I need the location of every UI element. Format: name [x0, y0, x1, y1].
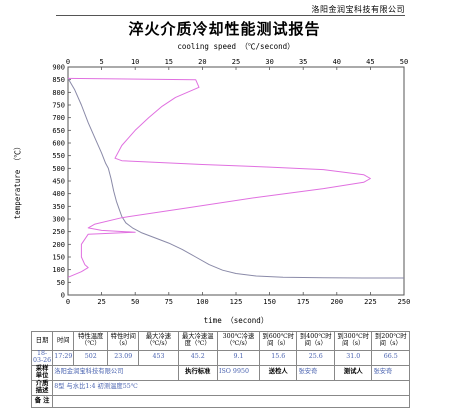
y-tick-label: 350 — [52, 203, 65, 211]
x-tick-label: 225 — [364, 298, 377, 306]
y-tick-label: 150 — [52, 254, 65, 262]
inspector-value: 张安奇 — [296, 364, 335, 381]
y-tick-label: 500 — [52, 165, 65, 173]
table-row: 介质描述 8型 与水比1:4 初测温度55℃ — [30, 379, 410, 396]
report-title: 淬火介质冷却性能测试报告 — [128, 20, 321, 38]
top-tick-label: 45 — [366, 58, 374, 66]
char-temp-header: 特性温度（℃） — [73, 331, 109, 351]
table-row: 18-03-26 17:29 502 23.09 453 45.2 9.1 15… — [30, 350, 410, 366]
to600-header: 到600℃时间（s） — [258, 331, 298, 351]
x-tick-label: 200 — [330, 298, 343, 306]
y-tick-label: 100 — [52, 266, 65, 274]
to200-header: 到200℃时间（s） — [371, 331, 410, 351]
date-header: 日期 — [30, 331, 54, 351]
medium-label: 介质描述 — [30, 379, 54, 396]
top-tick-label: 50 — [400, 58, 408, 66]
medium-value: 8型 与水比1:4 初测温度55℃ — [52, 379, 410, 396]
time-header: 时间 — [52, 331, 75, 351]
x-tick-label: 150 — [263, 298, 276, 306]
remark-value — [52, 394, 410, 408]
y-tick-label: 300 — [52, 216, 65, 224]
y-tick-label: 600 — [52, 140, 65, 148]
top-tick-label: 40 — [333, 58, 341, 66]
x-tick-label: 75 — [165, 298, 173, 306]
table-row: 备 注 — [30, 394, 410, 408]
date-value: 18-03-26 — [30, 350, 54, 366]
company-name: 洛阳金润宝科技有限公司 — [311, 5, 405, 14]
tester-label: 测试人 — [333, 364, 373, 381]
y-tick-label: 550 — [52, 152, 65, 160]
y-tick-label: 0 — [61, 292, 65, 300]
y-tick-label: 50 — [57, 279, 65, 287]
top-tick-label: 20 — [198, 58, 206, 66]
report-table: 日期 时间 特性温度（℃） 特性时间（s） 最大冷速（℃/s） 最大冷速温度（℃… — [30, 331, 410, 408]
to300-header: 到300℃时间（s） — [333, 331, 373, 351]
y-tick-label: 200 — [52, 241, 65, 249]
x-tick-label: 50 — [131, 298, 139, 306]
char-temp-value: 502 — [73, 350, 109, 366]
x-tick-label: 125 — [230, 298, 243, 306]
rate300-value: 9.1 — [216, 350, 261, 366]
bottom-axis-label: time （second） — [204, 316, 269, 325]
top-tick-label: 25 — [232, 58, 240, 66]
standard-value: ISO 9950 — [216, 364, 261, 381]
max-rate-temp-value: 45.2 — [177, 350, 218, 366]
sample-unit-label: 采样单位 — [30, 364, 54, 381]
y-tick-label: 850 — [52, 76, 65, 84]
top-tick-label: 10 — [131, 58, 139, 66]
y-tick-label: 700 — [52, 114, 65, 122]
tester-value: 张安奇 — [371, 364, 410, 381]
top-tick-label: 5 — [99, 58, 103, 66]
table-row: 采样单位 洛阳金润宝科技有限公司 执行标准 ISO 9950 送检人 张安奇 测… — [30, 364, 410, 381]
to200-value: 66.5 — [371, 350, 410, 366]
char-time-value: 23.09 — [107, 350, 140, 366]
char-time-header: 特性时间（s） — [107, 331, 140, 351]
y-tick-label: 900 — [52, 64, 65, 72]
standard-label: 执行标准 — [177, 364, 218, 381]
header-divider — [56, 15, 405, 16]
x-tick-label: 175 — [297, 298, 310, 306]
to600-value: 15.6 — [258, 350, 298, 366]
max-rate-value: 453 — [138, 350, 179, 366]
to400-value: 25.6 — [296, 350, 335, 366]
y-axis-label: temperature （℃） — [13, 143, 22, 220]
x-tick-label: 0 — [66, 298, 70, 306]
top-tick-label: 35 — [299, 58, 307, 66]
y-tick-label: 400 — [52, 190, 65, 198]
sample-unit-value: 洛阳金润宝科技有限公司 — [52, 364, 179, 381]
y-tick-label: 650 — [52, 127, 65, 135]
top-tick-label: 15 — [165, 58, 173, 66]
x-tick-label: 100 — [196, 298, 209, 306]
time-value: 17:29 — [52, 350, 75, 366]
x-tick-label: 250 — [398, 298, 411, 306]
top-tick-label: 0 — [66, 58, 70, 66]
rate300-header: 300℃冷速（℃/s） — [216, 331, 261, 351]
remark-label: 备 注 — [30, 394, 54, 408]
y-tick-label: 750 — [52, 102, 65, 110]
to400-header: 到400℃时间（s） — [296, 331, 335, 351]
plot-frame — [67, 66, 405, 296]
table-header-row: 日期 时间 特性温度（℃） 特性时间（s） 最大冷速（℃/s） 最大冷速温度（℃… — [30, 331, 410, 351]
cooling-speed-curve — [67, 77, 371, 278]
max-rate-temp-header: 最大冷速温度（℃） — [177, 331, 218, 351]
y-tick-label: 450 — [52, 178, 65, 186]
max-rate-header: 最大冷速（℃/s） — [138, 331, 179, 351]
top-tick-label: 30 — [265, 58, 273, 66]
y-tick-label: 250 — [52, 228, 65, 236]
y-tick-label: 800 — [52, 89, 65, 97]
inspector-label: 送检人 — [258, 364, 298, 381]
temperature-time-curve — [67, 78, 404, 279]
to300-value: 31.0 — [333, 350, 373, 366]
cooling-curve-chart: cooling speed （℃/second） time （second） t… — [13, 42, 411, 325]
x-tick-label: 25 — [97, 298, 105, 306]
top-axis-label: cooling speed （℃/second） — [177, 42, 294, 51]
